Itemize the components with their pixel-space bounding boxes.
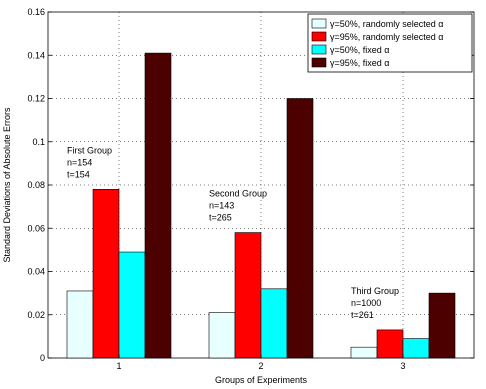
group-annotation: Second Group n=143 t=265 [209, 189, 267, 223]
y-tick-label: 0.14 [27, 50, 45, 60]
bar-series-3-cat-1 [118, 251, 146, 359]
bar-series-1-cat-3 [350, 346, 378, 359]
annotation-line: n=1000 [351, 298, 381, 308]
y-tick-label: 0.06 [27, 223, 45, 233]
y-tick-label: 0.16 [27, 7, 45, 17]
annotations: First Group n=154 t=154 Second Group n=143 t=… [67, 145, 399, 320]
bar-series-4-cat-1 [144, 52, 172, 359]
legend-entry: γ=50%, randomly selected α [330, 19, 444, 29]
y-tick-label: 0.04 [27, 267, 45, 277]
group-annotation: First Group n=154 t=154 [67, 145, 112, 179]
annotation-line: Second Group [209, 189, 267, 199]
y-tick-label: 0.08 [27, 180, 45, 190]
bar-series-4-cat-2 [286, 98, 314, 359]
annotation-line: First Group [67, 145, 112, 155]
bar-series-3-cat-3 [402, 338, 430, 359]
legend-swatch [311, 31, 327, 42]
bar-series-2-cat-1 [92, 189, 120, 359]
group-annotation: Third Group n=1000 t=261 [351, 286, 399, 320]
annotation-line: n=154 [67, 157, 92, 167]
y-tick-label: 0.02 [27, 310, 45, 320]
legend-swatch [311, 44, 327, 55]
y-axis-label: Standard Deviations of Absolute Errors [2, 107, 12, 263]
y-tick-label: 0.1 [32, 137, 45, 147]
bar-series-1-cat-1 [66, 290, 94, 359]
annotation-line: n=143 [209, 201, 234, 211]
bar-series-4-cat-3 [428, 292, 456, 359]
bar-series-2-cat-2 [234, 232, 262, 359]
y-tick-label: 0.12 [27, 94, 45, 104]
annotation-line: t=261 [351, 310, 374, 320]
legend-entry: γ=95%, fixed α [330, 58, 389, 68]
legend-swatch [311, 57, 327, 68]
annotation-line: t=154 [67, 169, 90, 179]
bar-series-1-cat-2 [208, 312, 236, 359]
bar-series-2-cat-3 [376, 329, 404, 359]
legend-entry: γ=95%, randomly selected α [330, 32, 444, 42]
annotation-line: Third Group [351, 286, 399, 296]
bar-series-3-cat-2 [260, 288, 288, 359]
annotation-line: t=265 [209, 213, 232, 223]
bars [66, 52, 456, 359]
x-tick-label: 1 [116, 361, 121, 371]
legend-box [307, 13, 473, 73]
x-tick-label: 2 [258, 361, 263, 371]
legend: γ=50%, randomly selected α γ=95%, randoml… [307, 13, 473, 73]
legend-entry: γ=50%, fixed α [330, 45, 389, 55]
x-axis-label: Groups of Experiments [215, 375, 308, 385]
x-tick-label: 3 [400, 361, 405, 371]
legend-swatch [311, 18, 327, 29]
y-tick-label: 0 [40, 353, 45, 363]
